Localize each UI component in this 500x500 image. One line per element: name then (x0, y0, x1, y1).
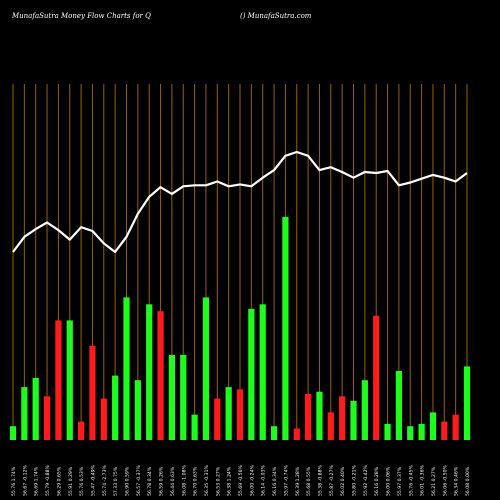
x-tick-label: 55.74 -2.73% (102, 465, 108, 496)
x-tick-label: 56.39 1.28% (295, 466, 301, 496)
money-flow-bar (441, 421, 448, 440)
money-flow-bar (66, 320, 73, 440)
x-tick-label: 56.21 0.27% (431, 466, 437, 496)
x-tick-label: 55.38 -0.88% (317, 465, 323, 496)
x-tick-label: 56.16 0.34% (272, 466, 278, 496)
x-tick-label: 55.92 -0.42% (363, 465, 369, 496)
money-flow-bar (9, 426, 17, 440)
money-flow-bar (134, 380, 141, 440)
x-tick-label: 56.14 -0.03% (261, 465, 267, 496)
money-flow-bar (214, 398, 221, 440)
x-tick-label: 55.76 0.53% (79, 466, 85, 496)
money-flow-bar (418, 423, 425, 440)
money-flow-bar (339, 396, 346, 440)
x-tick-label: 56.34 0.46% (454, 466, 460, 496)
money-flow-bar (293, 428, 300, 440)
money-flow-bar (259, 304, 266, 440)
price-line (12, 150, 468, 254)
x-tick-label: 55.76 -0.45% (408, 465, 414, 496)
x-tick-label: 56.59 0.26% (159, 466, 165, 496)
money-flow-bar (157, 311, 164, 440)
money-flow-bar (463, 366, 471, 440)
money-flow-bar (78, 421, 85, 440)
money-flow-bar (55, 320, 62, 440)
x-tick-label: 55.97 -0.74% (283, 465, 289, 496)
x-tick-label: 55.87 -0.27% (329, 465, 335, 496)
money-flow-bar (384, 423, 391, 440)
x-tick-label: 56.08 0.00% (465, 466, 471, 496)
x-tick-label: 56.70 0.63% (193, 466, 199, 496)
x-tick-label: 56.01 -0.36% (420, 465, 426, 496)
x-tick-label: 56.78 0.34% (147, 466, 153, 496)
x-tick-label: 55.79 -0.88% (45, 465, 51, 496)
money-flow-bar (236, 389, 244, 440)
x-tick-label: 56.29 0.65% (56, 466, 62, 496)
x-tick-label: 55.68 0.55% (306, 466, 312, 496)
money-flow-bar (350, 400, 357, 440)
money-flow-bar (123, 297, 130, 440)
money-flow-bar (361, 380, 368, 440)
x-tick-labels: 55.76 1.74% 56.67 -0.12% 56.69 1.74% 55.79 … (11, 465, 471, 496)
x-tick-label: 56.44 0.63% (170, 466, 176, 496)
money-flow-bar (395, 371, 402, 440)
money-flow-bar (452, 414, 459, 440)
money-flow-bar (248, 308, 255, 440)
x-tick-label: 55.76 1.74% (11, 466, 17, 496)
money-flow-bar (32, 377, 39, 440)
money-flow-bar (270, 426, 278, 440)
money-flow-bar (282, 216, 289, 440)
money-flow-bar (180, 354, 187, 440)
money-flow-bar (100, 398, 107, 440)
money-flow-bar (146, 304, 153, 440)
money-flow-bar (327, 412, 334, 440)
x-tick-label: 56.16 0.28% (374, 466, 380, 496)
x-tick-label: 56.06 -0.50% (442, 465, 448, 496)
money-flow-bar (225, 387, 232, 440)
money-flow-bar (168, 354, 175, 440)
x-tick-label: 55.80 -0.21% (352, 465, 358, 496)
x-tick-label: 56.38 1.24% (227, 466, 233, 496)
site-label: () MunafaSutra.com (240, 12, 312, 20)
x-tick-label: 55.47 -0.49% (90, 465, 96, 496)
x-tick-label: 56.53 0.27% (215, 466, 221, 496)
money-flow-bar (89, 345, 96, 440)
x-tick-label: 56.08 -1.08% (181, 465, 187, 496)
money-flow-bar (191, 414, 198, 440)
money-flow-bar (305, 394, 312, 440)
money-flow-bar (407, 426, 414, 440)
money-flow-bar (429, 412, 437, 440)
money-flow-bar (202, 297, 210, 440)
x-tick-label: 55.69 -0.56% (238, 465, 244, 496)
x-tick-label: 56.00 -0.24% (249, 465, 255, 496)
x-tick-label: 56.00 0.06% (386, 466, 392, 496)
x-tick-label: 56.90 0.59% (125, 466, 131, 496)
x-tick-label: 55.91 0.29% (68, 466, 74, 496)
x-tick-label: 56.69 1.74% (34, 466, 40, 496)
x-tick-label: 57.33 0.75% (113, 466, 119, 496)
x-tick-label: 56.67 -0.12% (22, 465, 28, 496)
money-flow-bar (21, 387, 28, 440)
money-flow-bar (316, 391, 323, 440)
chart-title: MunafaSutra Money Flow Charts for Q (12, 12, 151, 20)
money-flow-bar (112, 375, 119, 440)
money-flow-bar (373, 315, 380, 440)
x-tick-label: 55.97 0.37% (397, 466, 403, 496)
x-tick-label: 56.57 -0.37% (136, 465, 142, 496)
money-flow-bar (43, 396, 51, 440)
x-tick-label: 56.02 0.40% (340, 466, 346, 496)
volume-bars (9, 216, 471, 440)
x-tick-label: 56.35 -0.31% (204, 465, 210, 496)
